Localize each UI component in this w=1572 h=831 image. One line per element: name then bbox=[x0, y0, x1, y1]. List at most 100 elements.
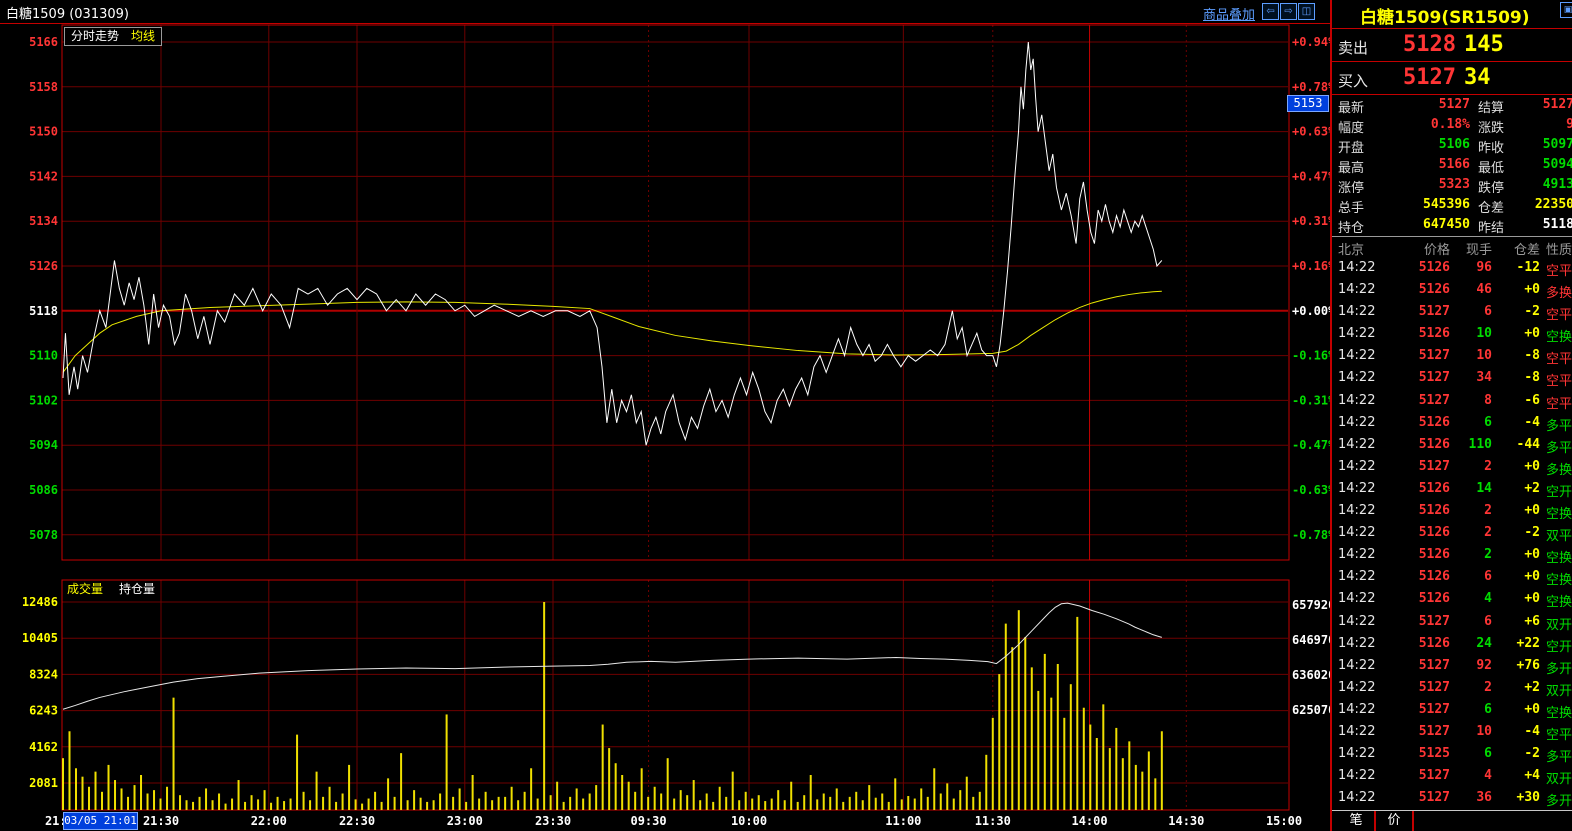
percent-axis-label: -0.47% bbox=[1292, 438, 1330, 452]
tick-oi-change: +6 bbox=[1524, 613, 1540, 629]
volume-bar bbox=[848, 796, 851, 810]
time-axis-label: 23:30 bbox=[535, 814, 571, 828]
legend-open-interest: 持仓量 bbox=[119, 582, 156, 596]
volume-bar bbox=[471, 774, 474, 810]
chart-area[interactable]: 5166 +0.94% 5158 +0.78% 5150 +0.63% 5142 +0.47%… bbox=[0, 0, 1336, 831]
legend-volume: 成交量 bbox=[67, 582, 104, 596]
tick-price: 5127 bbox=[1418, 657, 1450, 673]
tick-volume: 24 bbox=[1476, 635, 1492, 651]
back-arrow-icon[interactable]: ⇦ bbox=[1262, 3, 1279, 20]
tick-row[interactable]: 14:22 5127 10 -4 空平 bbox=[1332, 721, 1572, 743]
volume-bar bbox=[400, 753, 403, 810]
volume-bar bbox=[933, 768, 936, 810]
bid-row[interactable]: 买入 5127 34 bbox=[1332, 62, 1572, 95]
tick-oi-change: -8 bbox=[1524, 348, 1540, 364]
volume-bar bbox=[478, 798, 481, 810]
volume-bar bbox=[647, 796, 650, 810]
volume-axis-label: 4162 bbox=[29, 740, 58, 754]
volume-bar bbox=[296, 734, 299, 810]
tick-oi-change: +0 bbox=[1524, 326, 1540, 342]
tick-nature: 空平 bbox=[1546, 264, 1572, 279]
tick-row[interactable]: 14:22 5127 6 +0 空换 bbox=[1332, 699, 1572, 721]
tab-by-trade[interactable]: 笔 bbox=[1338, 811, 1376, 831]
tick-row[interactable]: 14:22 5126 24 +22 空开 bbox=[1332, 633, 1572, 655]
tick-row[interactable]: 14:22 5126 46 +0 多换 bbox=[1332, 279, 1572, 301]
volume-bar bbox=[257, 799, 260, 810]
volume-bar bbox=[835, 788, 838, 810]
quote-row: 最新 5127 结算 5127 bbox=[1332, 95, 1572, 116]
tick-nature: 双平 bbox=[1546, 529, 1572, 545]
volume-bar bbox=[81, 776, 84, 810]
volume-bar bbox=[978, 791, 981, 810]
tick-row[interactable]: 14:22 5126 4 +0 空换 bbox=[1332, 588, 1572, 610]
tick-row[interactable]: 14:22 5127 8 -6 空平 bbox=[1332, 390, 1572, 412]
time-axis-label: 15:00 bbox=[1266, 814, 1302, 828]
tick-volume: 14 bbox=[1476, 480, 1492, 496]
quote-label: 涨跌 bbox=[1478, 121, 1505, 136]
tick-row[interactable]: 14:22 5127 92 +76 多开 bbox=[1332, 655, 1572, 677]
quote-value: 9 bbox=[1566, 117, 1572, 132]
volume-bar bbox=[211, 800, 214, 810]
quote-label: 昨收 bbox=[1478, 141, 1505, 156]
tick-nature: 空换 bbox=[1546, 330, 1572, 346]
volume-bar bbox=[120, 788, 123, 810]
oi-axis-label: 657920 bbox=[1292, 598, 1330, 612]
split-window-icon[interactable]: ◫ bbox=[1298, 3, 1315, 20]
ask-row[interactable]: 卖出 5128 145 bbox=[1332, 29, 1572, 62]
tab-by-price[interactable]: 价 bbox=[1376, 811, 1414, 831]
volume-bar bbox=[185, 800, 188, 810]
tick-time: 14:22 bbox=[1338, 613, 1376, 629]
tick-row[interactable]: 14:22 5126 6 -4 多平 bbox=[1332, 412, 1572, 434]
percent-axis-label: -0.31% bbox=[1292, 393, 1330, 407]
volume-bar bbox=[510, 786, 513, 810]
volume-bar bbox=[861, 800, 864, 810]
volume-bar bbox=[595, 785, 598, 810]
tick-row[interactable]: 14:22 5126 2 -2 双平 bbox=[1332, 522, 1572, 544]
volume-bar bbox=[322, 796, 325, 810]
tick-row[interactable]: 14:22 5126 14 +2 空开 bbox=[1332, 478, 1572, 500]
tick-row[interactable]: 14:22 5127 36 +30 多开 bbox=[1332, 787, 1572, 809]
volume-bar bbox=[1011, 647, 1014, 810]
tick-nature: 双开 bbox=[1546, 683, 1572, 699]
tick-price: 5126 bbox=[1418, 569, 1450, 585]
window-icon[interactable]: ▣ bbox=[1560, 2, 1572, 18]
overlay-link[interactable]: 商品叠加 bbox=[1203, 8, 1256, 23]
tick-volume: 6 bbox=[1484, 304, 1492, 320]
tick-row[interactable]: 14:22 5126 6 +0 空换 bbox=[1332, 566, 1572, 588]
volume-bar bbox=[140, 774, 143, 810]
tick-volume: 6 bbox=[1484, 569, 1492, 585]
tick-row[interactable]: 14:22 5127 4 +4 双开 bbox=[1332, 765, 1572, 787]
price-axis-label: 5134 bbox=[29, 214, 58, 228]
volume-bar bbox=[263, 790, 266, 810]
volume-bar bbox=[712, 801, 715, 810]
tick-row[interactable]: 14:22 5127 2 +2 双开 bbox=[1332, 677, 1572, 699]
tick-row[interactable]: 14:22 5126 96 -12 空平 bbox=[1332, 257, 1572, 279]
tick-row[interactable]: 14:22 5127 10 -8 空平 bbox=[1332, 345, 1572, 367]
volume-bar bbox=[237, 780, 240, 810]
volume-bar bbox=[705, 793, 708, 810]
average-price-line bbox=[62, 290, 1162, 373]
tick-row[interactable]: 14:22 5126 110 -44 多平 bbox=[1332, 434, 1572, 456]
price-axis-label: 5094 bbox=[29, 438, 58, 452]
quote-label: 涨停 bbox=[1338, 181, 1365, 196]
tick-row[interactable]: 14:22 5127 2 +0 多换 bbox=[1332, 456, 1572, 478]
tick-row[interactable]: 14:22 5125 6 -2 多平 bbox=[1332, 743, 1572, 765]
tick-row[interactable]: 14:22 5127 34 -8 空平 bbox=[1332, 367, 1572, 389]
percent-axis-label: +0.16% bbox=[1292, 259, 1330, 273]
volume-bar bbox=[738, 800, 741, 810]
quote-row: 涨停 5323 跌停 4913 bbox=[1332, 175, 1572, 196]
tick-row[interactable]: 14:22 5126 2 +0 空换 bbox=[1332, 544, 1572, 566]
volume-bar bbox=[829, 796, 832, 810]
volume-bar bbox=[224, 803, 227, 810]
tick-row[interactable]: 14:22 5126 2 +0 空换 bbox=[1332, 500, 1572, 522]
quote-value: 5118 bbox=[1542, 217, 1572, 232]
tick-oi-change: -44 bbox=[1516, 436, 1540, 452]
tick-price: 5127 bbox=[1418, 458, 1450, 474]
forward-arrow-icon[interactable]: ⇨ bbox=[1280, 3, 1297, 20]
tick-price: 5126 bbox=[1418, 591, 1450, 607]
tick-row[interactable]: 14:22 5126 10 +0 空换 bbox=[1332, 323, 1572, 345]
volume-bar bbox=[673, 798, 676, 810]
tick-row[interactable]: 14:22 5127 6 +6 双开 bbox=[1332, 611, 1572, 633]
tick-row[interactable]: 14:22 5127 6 -2 空平 bbox=[1332, 301, 1572, 323]
volume-bar bbox=[1095, 737, 1098, 810]
